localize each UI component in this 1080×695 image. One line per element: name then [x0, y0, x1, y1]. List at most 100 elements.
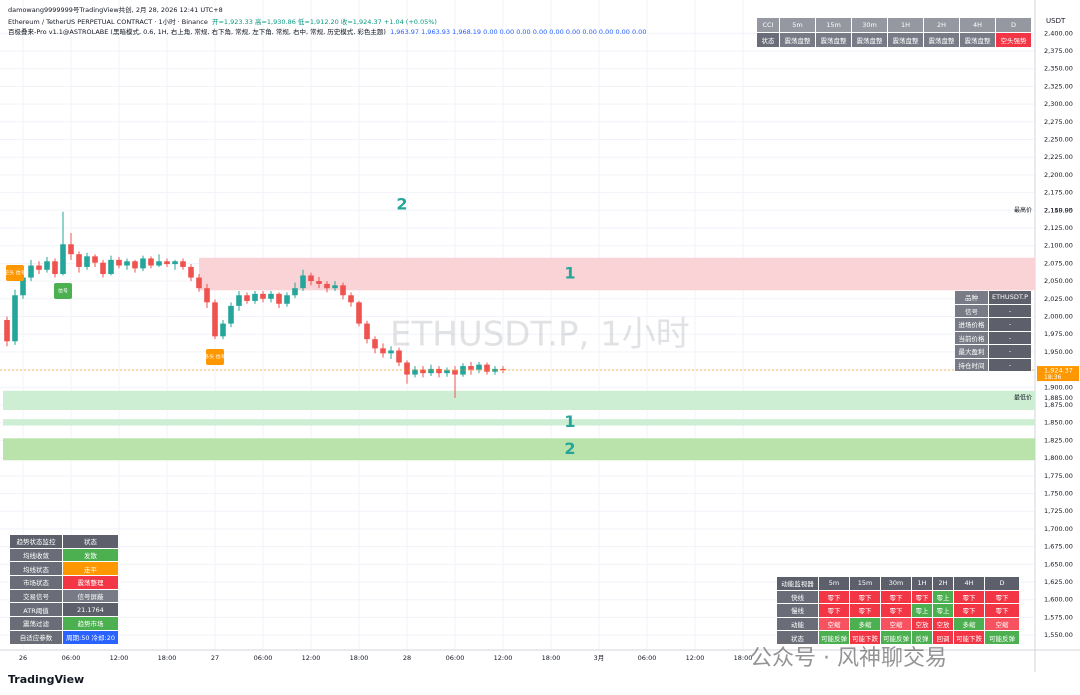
table-cell: 4H — [960, 18, 995, 32]
x-tick-label: 12:00 — [494, 654, 513, 662]
last-price-box — [1037, 366, 1079, 382]
candle-body — [420, 369, 426, 374]
plot-layer: 1 1 2 — [0, 0, 1080, 672]
table-cell: 零上 — [912, 604, 932, 617]
candle-body — [220, 323, 226, 337]
table-cell: 21.1764 — [63, 603, 118, 617]
candle-body — [492, 368, 498, 372]
y-tick-label: 1,750.00 — [1044, 490, 1073, 498]
table-cell: D — [985, 577, 1019, 590]
signal-label: 多头 信号 — [204, 354, 226, 361]
table-cell: 震荡盘整 — [924, 33, 959, 47]
indicator-values: 1,963.97 1,963.93 1,968.19 0.00 0.00 0.0… — [390, 28, 647, 36]
chart: 1 1 2 ETHUSDT.P, 1小时 2 USDT 2,400.00 2,375.… — [0, 0, 1080, 672]
table-cell: 空放 — [933, 617, 953, 631]
candle-body — [60, 244, 66, 275]
table-cell: 慢线 — [777, 604, 818, 617]
symbol-line: Ethereum / TetherUS PERPETUAL CONTRACT ·… — [8, 16, 437, 26]
candle-body — [252, 293, 258, 301]
y-tick-label: 1,825.00 — [1044, 436, 1073, 444]
y-tick-label: 2,150.00 — [1044, 206, 1073, 214]
cci-table: CCI 5m 15m 30m 1H 2H 4H D 状态 震荡盘整 震荡盘整 震荡盘整 震荡盘整 震荡盘整… — [757, 18, 1031, 47]
candle-body — [388, 350, 394, 354]
y-tick-label: 2,250.00 — [1044, 135, 1073, 143]
indicator-line: 百极叠来-Pro v1.1@ASTROLABE (黑暗模式, 0.6, 1H, … — [8, 26, 646, 36]
table-cell: 多缩 — [954, 617, 984, 631]
countdown-label: 18:36 — [1044, 374, 1061, 381]
y-tick-label: 1,575.00 — [1044, 613, 1073, 621]
table-cell: 信号屏蔽 — [63, 589, 118, 603]
candle-body — [268, 293, 274, 299]
y-tick-label: 2,275.00 — [1044, 118, 1073, 126]
candle-body — [356, 302, 362, 324]
candle-body — [100, 262, 106, 275]
table-cell: 空放 — [912, 617, 932, 631]
candle-body — [172, 261, 178, 265]
table-cell: 15m — [816, 18, 851, 32]
y-tick-label: 2,400.00 — [1044, 29, 1073, 37]
zone — [199, 257, 1035, 291]
candle-body — [92, 256, 98, 263]
candle-body — [124, 261, 130, 266]
table-cell: 可能下跌 — [850, 631, 880, 644]
candle-body — [164, 261, 170, 265]
table-cell: 最大盈利 — [955, 345, 988, 358]
table-cell: 空缩 — [819, 617, 849, 631]
table-cell: 快线 — [777, 590, 818, 604]
candle-body — [20, 277, 26, 296]
table-cell: 空缩 — [881, 617, 911, 631]
table-cell: 状态 — [777, 631, 818, 644]
candle-body — [308, 275, 314, 282]
table-cell: ATR阈值 — [10, 603, 62, 617]
annotation: 2 — [396, 195, 407, 214]
table-cell: 震荡整理 — [63, 576, 118, 589]
table-cell: - — [989, 318, 1031, 331]
table-cell: 进场价格 — [955, 318, 988, 331]
candle-body — [148, 258, 154, 266]
table-cell: 零上 — [933, 604, 953, 617]
candle-body — [380, 348, 386, 354]
x-tick-label: 12:00 — [302, 654, 321, 662]
table-cell: 走平 — [63, 562, 118, 576]
table-cell: 震荡盘整 — [852, 33, 887, 47]
table-cell: 发散 — [63, 548, 118, 562]
table-cell: 震荡盘整 — [960, 33, 995, 47]
candle-body — [340, 285, 346, 296]
logo[interactable]: TradingView — [8, 673, 85, 686]
table-cell: 零下 — [881, 590, 911, 604]
y-tick-label: 2,025.00 — [1044, 295, 1073, 303]
candle-body — [348, 295, 354, 303]
candle-body — [52, 261, 58, 275]
info-table: 品种 ETHUSDT.P 信号 - 进场价格 - 当前价格 - 最大盈利 - 持仓时间 - — [955, 291, 1031, 371]
candle-body — [28, 265, 34, 278]
candle-body — [276, 293, 282, 304]
symbol: Ethereum / TetherUS PERPETUAL CONTRACT ·… — [8, 18, 208, 26]
table-cell: 1H — [912, 577, 932, 590]
table-cell: 品种 — [955, 291, 988, 304]
table-cell: 当前价格 — [955, 331, 988, 344]
y-tick-label: 1,950.00 — [1044, 348, 1073, 356]
candle-body — [428, 368, 434, 374]
x-tick-label: 06:00 — [638, 654, 657, 662]
table-cell: 周期:50 冷却:20 — [63, 630, 118, 644]
table-cell: 零下 — [912, 590, 932, 604]
candle-body — [284, 295, 290, 304]
signal-box — [206, 349, 224, 365]
candle-body — [204, 288, 210, 303]
x-tick-label: 18:00 — [542, 654, 561, 662]
y-tick-label: 1,625.00 — [1044, 578, 1073, 586]
zone — [3, 390, 1035, 410]
candle-body — [228, 305, 234, 324]
currency-label: USDT — [1046, 17, 1066, 25]
watermark: ETHUSDT.P, 1小时 — [390, 315, 690, 355]
x-tick-label: 3月 — [594, 654, 605, 662]
table-cell: 震荡盘整 — [816, 33, 851, 47]
table-cell: 状态 — [63, 535, 118, 548]
signal-box — [54, 283, 72, 299]
candle-body — [236, 295, 242, 306]
table-cell: - — [989, 304, 1031, 317]
candle-body — [132, 261, 138, 269]
x-tick-label: 06:00 — [446, 654, 465, 662]
table-cell: 零下 — [819, 590, 849, 604]
